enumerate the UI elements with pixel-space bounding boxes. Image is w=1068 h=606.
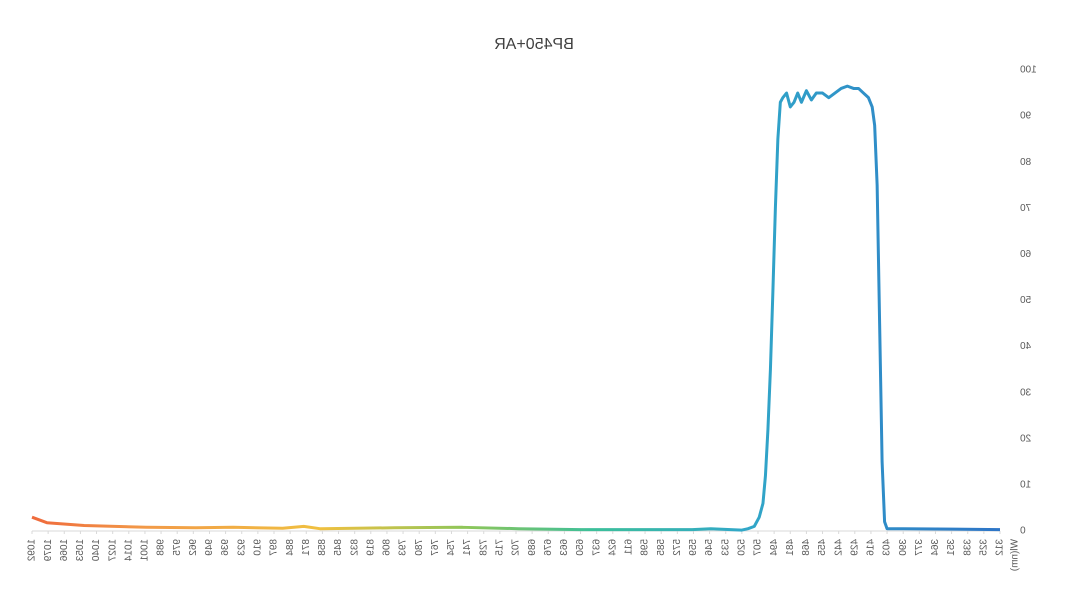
x-tick-label: 325 [979, 539, 990, 556]
x-tick-label: 741 [462, 539, 473, 556]
x-tick-label: 494 [769, 539, 780, 556]
x-tick-label: 546 [704, 539, 715, 556]
y-tick-label: 60 [1020, 249, 1032, 260]
y-tick-label: 90 [1020, 111, 1032, 122]
x-tick-label: 949 [204, 539, 215, 556]
x-tick-label: 793 [398, 539, 409, 556]
x-tick-label: 351 [946, 539, 957, 556]
x-tick-label: 1092 [27, 539, 38, 562]
y-tick-label: 20 [1020, 433, 1032, 444]
x-tick-label: 312 [995, 539, 1006, 556]
y-tick-label: 0 [1020, 526, 1026, 537]
x-tick-label: 1040 [91, 539, 102, 562]
x-tick-label: 1027 [107, 539, 118, 562]
series-line [31, 84, 1001, 532]
x-tick-label: 845 [333, 539, 344, 556]
x-tick-label: 572 [672, 539, 683, 556]
x-tick-label: 377 [914, 539, 925, 556]
y-tick-label: 50 [1020, 295, 1032, 306]
y-tick-label: 10 [1020, 480, 1032, 491]
x-tick-label: 520 [737, 539, 748, 556]
x-tick-label: 585 [656, 539, 667, 556]
x-tick-label: 819 [365, 539, 376, 556]
x-tick-label: 936 [220, 539, 231, 556]
x-tick-label: 611 [624, 539, 635, 555]
x-tick-label: 1053 [75, 539, 86, 562]
x-tick-label: 481 [785, 539, 796, 556]
x-tick-label: 403 [882, 539, 893, 556]
x-tick-label: 598 [640, 539, 651, 556]
x-tick-label: 780 [414, 539, 425, 556]
y-tick-label: 100 [1020, 65, 1037, 76]
x-tick-label: 1079 [43, 539, 54, 562]
x-tick-label: 455 [817, 539, 828, 556]
x-axis-label: Wl(nm) [1010, 539, 1021, 571]
x-tick-label: 468 [801, 539, 812, 556]
x-tick-label: 676 [543, 539, 554, 556]
x-tick-label: 416 [866, 539, 877, 556]
x-tick-label: 767 [430, 539, 441, 556]
x-tick-label: 715 [495, 539, 506, 556]
x-tick-label: 1066 [59, 539, 70, 562]
x-tick-label: 559 [688, 539, 699, 556]
x-tick-label: 728 [478, 539, 489, 556]
x-tick-label: 663 [559, 539, 570, 556]
chart-title: BP450+AR [494, 36, 574, 53]
x-tick-label: 871 [301, 539, 312, 556]
x-tick-label: 702 [511, 539, 522, 556]
x-tick-label: 442 [833, 539, 844, 556]
x-tick-label: 988 [156, 539, 167, 556]
x-tick-label: 429 [849, 539, 860, 556]
x-tick-label: 507 [753, 539, 764, 556]
x-tick-label: 832 [349, 539, 360, 556]
x-tick-label: 1001 [140, 539, 151, 562]
x-tick-label: 364 [930, 539, 941, 556]
x-tick-label: 650 [575, 539, 586, 556]
x-tick-label: 390 [898, 539, 909, 556]
x-tick-label: 1014 [123, 539, 134, 562]
x-tick-label: 975 [172, 539, 183, 556]
x-tick-label: 624 [607, 539, 618, 556]
x-tick-label: 689 [527, 539, 538, 556]
y-tick-label: 40 [1020, 341, 1032, 352]
y-tick-label: 80 [1020, 157, 1032, 168]
x-tick-label: 910 [253, 539, 264, 556]
x-tick-label: 962 [188, 539, 199, 556]
x-tick-label: 806 [382, 539, 393, 556]
x-tick-label: 884 [285, 539, 296, 556]
x-tick-label: 897 [269, 539, 280, 556]
y-tick-label: 30 [1020, 387, 1032, 398]
x-tick-label: 858 [317, 539, 328, 556]
x-tick-label: 754 [446, 539, 457, 556]
x-tick-label: 637 [591, 539, 602, 556]
x-tick-label: 923 [236, 539, 247, 556]
x-tick-label: 533 [720, 539, 731, 556]
y-tick-label: 70 [1020, 203, 1032, 214]
x-tick-label: 338 [962, 539, 973, 556]
